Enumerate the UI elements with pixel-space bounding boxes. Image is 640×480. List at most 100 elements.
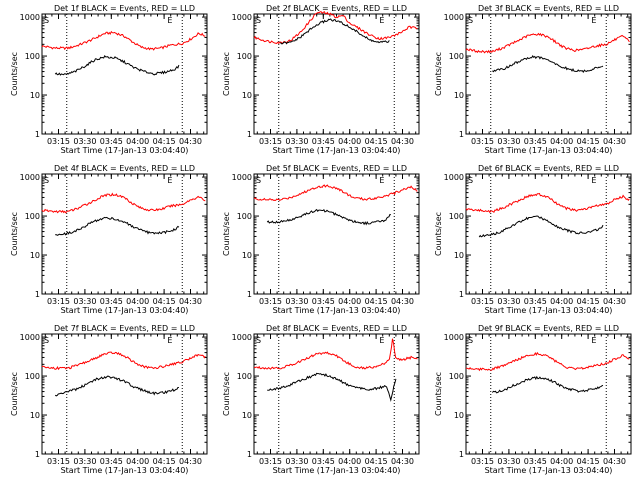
x-tick-label: 04:15 [153,137,176,146]
events-series-line [54,375,179,397]
lld-series-line [41,351,206,371]
x-tick-label: 03:45 [524,457,547,466]
events-series-line [54,55,180,76]
x-axis-label: Start Time (17-Jan-13 03:04:40) [273,306,401,315]
x-tick-label: 03:45 [100,297,123,306]
x-tick-label: 04:30 [179,457,202,466]
x-tick-label: 04:00 [126,457,149,466]
x-tick-label: 04:30 [391,297,414,306]
x-tick-label: 03:30 [497,297,520,306]
lld-series-line [41,30,206,51]
y-tick-label: 10 [242,251,252,260]
y-tick-label: 100 [25,212,40,221]
start-marker: S [44,336,49,345]
x-tick-label: 03:45 [312,137,335,146]
lld-series-line [41,192,206,214]
chart-title: Det 6f BLACK = Events, RED = LLD [478,164,619,173]
y-tick-label: 1 [459,290,464,299]
y-axis-label: Counts/sec [434,212,443,256]
events-series-line [492,375,604,394]
x-tick-label: 04:00 [338,137,361,146]
x-axis-label: Start Time (17-Jan-13 03:04:40) [485,306,613,315]
y-axis-label: Counts/sec [10,212,19,256]
lld-series-line [253,184,418,202]
y-tick-label: 10 [30,251,40,260]
x-tick-label: 04:00 [550,457,573,466]
x-axis-label: Start Time (17-Jan-13 03:04:40) [485,466,613,475]
y-tick-label: 100 [449,52,464,61]
y-tick-label: 10 [454,251,464,260]
x-tick-label: 04:15 [577,297,600,306]
y-tick-label: 1 [35,450,40,459]
x-tick-label: 04:15 [365,137,388,146]
end-marker: E [591,176,596,185]
x-tick-label: 04:30 [603,297,626,306]
y-tick-label: 1 [459,130,464,139]
y-tick-label: 10 [454,411,464,420]
chart-title: Det 1f BLACK = Events, RED = LLD [54,4,195,13]
x-tick-label: 03:15 [259,137,282,146]
lld-series-line [465,351,630,372]
chart-title: Det 5f BLACK = Events, RED = LLD [266,164,407,173]
start-marker: S [256,16,261,25]
lld-series-line [465,32,630,54]
end-marker: E [379,176,384,185]
y-tick-label: 1000 [232,13,252,22]
lld-series-line [253,10,418,45]
x-tick-label: 03:15 [47,297,70,306]
chart-title: Det 8f BLACK = Events, RED = LLD [266,324,407,333]
y-tick-label: 10 [242,411,252,420]
y-tick-label: 1000 [232,173,252,182]
y-tick-label: 1000 [20,333,40,342]
x-tick-label: 03:30 [497,457,520,466]
x-tick-label: 03:45 [100,457,123,466]
y-tick-label: 10 [242,91,252,100]
y-axis-label: Counts/sec [434,52,443,96]
start-marker: S [44,16,49,25]
x-tick-label: 04:30 [603,137,626,146]
y-axis-label: Counts/sec [10,372,19,416]
x-tick-label: 03:45 [312,457,335,466]
y-axis-label: Counts/sec [222,212,231,256]
chart-title: Det 4f BLACK = Events, RED = LLD [54,164,195,173]
y-tick-label: 10 [30,411,40,420]
chart-title: Det 9f BLACK = Events, RED = LLD [478,324,619,333]
end-marker: E [591,336,596,345]
x-tick-label: 04:15 [365,457,388,466]
x-tick-label: 03:30 [73,457,96,466]
y-tick-label: 100 [25,52,40,61]
y-axis-label: Counts/sec [222,372,231,416]
x-tick-label: 03:15 [471,137,494,146]
x-tick-label: 04:30 [179,297,202,306]
events-series-line [492,54,604,74]
chart-panel-3: Det 3f BLACK = Events, RED = LLD 1 10 100 10… [434,4,632,155]
y-tick-label: 1 [247,290,252,299]
chart-panel-5: Det 5f BLACK = Events, RED = LLD 1 10 100 10… [222,164,420,315]
y-tick-label: 1000 [20,173,40,182]
x-axis-label: Start Time (17-Jan-13 03:04:40) [61,146,189,155]
x-axis-label: Start Time (17-Jan-13 03:04:40) [61,306,189,315]
chart-panel-2: Det 2f BLACK = Events, RED = LLD 1 10 100 10… [222,4,420,155]
x-tick-label: 03:45 [524,137,547,146]
x-tick-label: 04:30 [179,137,202,146]
events-series-line [266,208,392,226]
end-marker: E [379,16,384,25]
x-tick-label: 03:15 [47,457,70,466]
start-marker: S [256,176,261,185]
chart-title: Det 2f BLACK = Events, RED = LLD [266,4,407,13]
start-marker: S [468,176,473,185]
x-tick-label: 03:45 [524,297,547,306]
y-tick-label: 100 [237,52,252,61]
y-tick-label: 1000 [232,333,252,342]
events-series-line [280,18,390,45]
x-tick-label: 04:00 [338,297,361,306]
y-tick-label: 1 [247,450,252,459]
x-tick-label: 03:45 [312,297,335,306]
end-marker: E [591,16,596,25]
y-axis-label: Counts/sec [434,372,443,416]
x-tick-label: 04:15 [153,297,176,306]
y-tick-label: 1000 [444,13,464,22]
x-tick-label: 03:15 [259,297,282,306]
x-tick-label: 04:15 [365,297,388,306]
